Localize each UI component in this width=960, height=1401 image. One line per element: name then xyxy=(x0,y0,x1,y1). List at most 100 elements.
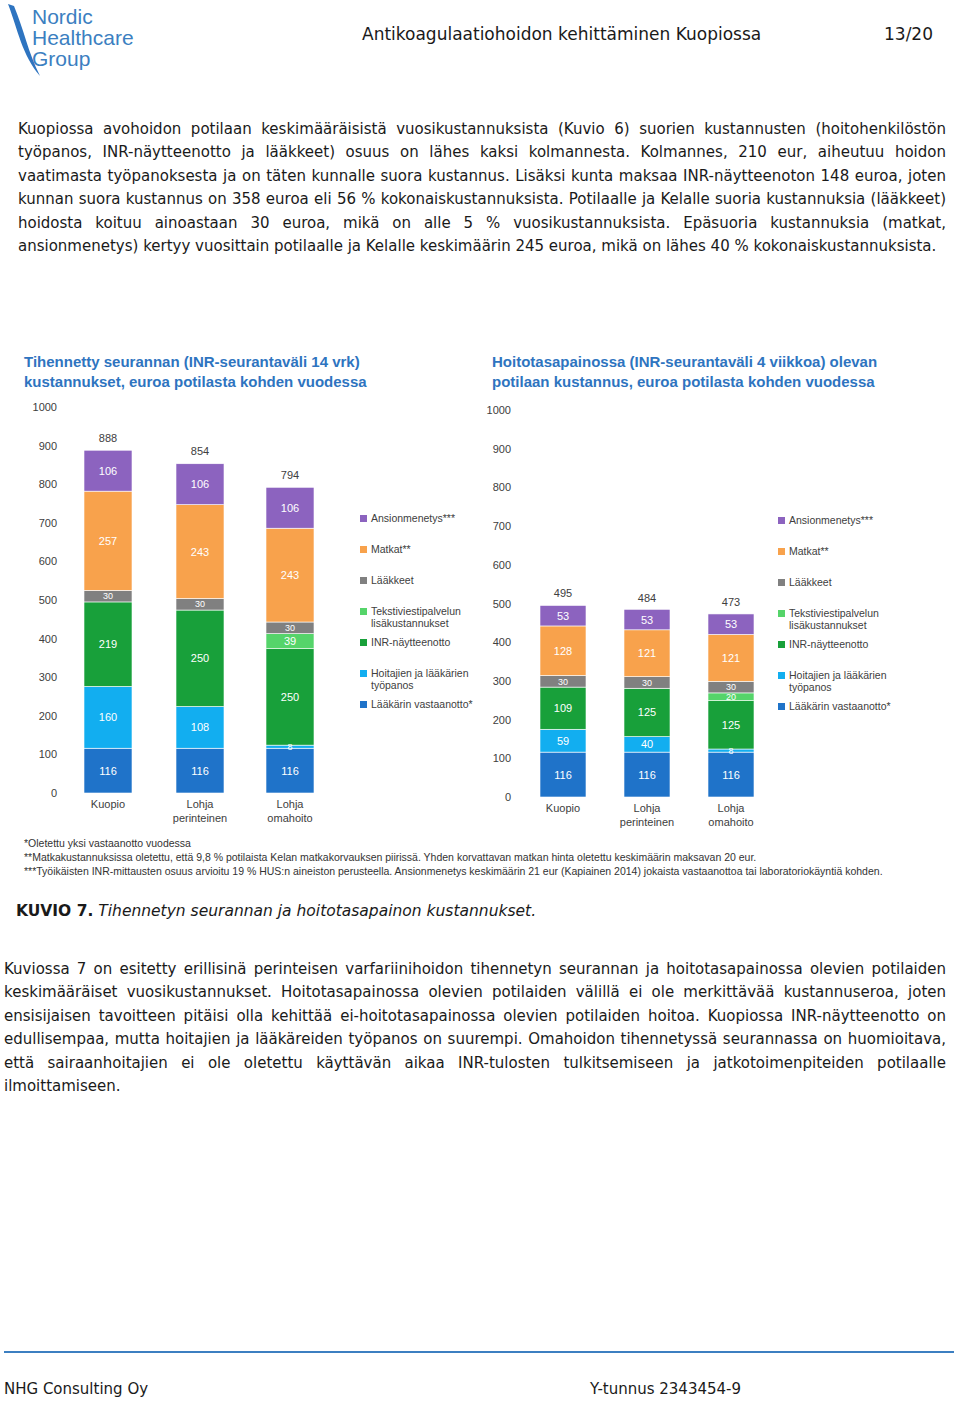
data-label: 30 xyxy=(642,678,652,688)
legend-swatch xyxy=(360,639,367,646)
bar-segment xyxy=(266,634,314,649)
x-tick-label: Kuopio xyxy=(546,802,580,814)
data-label: 250 xyxy=(191,652,209,664)
data-labels: 1161161165940810912512520303030128121121… xyxy=(554,610,740,781)
intro-paragraph: Kuopiossa avohoidon potilaan keskimääräi… xyxy=(18,118,946,258)
x-tick-label: Lohja perinteinen xyxy=(173,798,227,824)
data-label: 53 xyxy=(641,614,653,626)
x-tick-label-line: omahoito xyxy=(267,812,312,824)
legend-swatch xyxy=(360,608,367,615)
data-label: 128 xyxy=(554,645,572,657)
bars xyxy=(84,450,314,793)
legend-label-line: Tekstiviestipalvelun xyxy=(371,605,461,617)
y-tick-label: 800 xyxy=(39,478,57,490)
bar-segment xyxy=(540,729,586,752)
y-tick-label: 400 xyxy=(493,636,511,648)
data-label: 59 xyxy=(557,735,569,747)
data-label: 30 xyxy=(285,623,295,633)
bar-segment xyxy=(176,598,224,610)
y-tick-label: 300 xyxy=(39,671,57,683)
y-tick-label: 700 xyxy=(39,517,57,529)
y-tick-label: 600 xyxy=(39,555,57,567)
bar-segment xyxy=(708,752,754,797)
legend-swatch xyxy=(360,670,367,677)
legend-label: Lääkkeet xyxy=(371,574,414,586)
total-label: 495 xyxy=(554,587,572,599)
logo-text: Group xyxy=(32,47,90,70)
legend-label-line: Ansionmenetys*** xyxy=(789,514,873,526)
legend-swatch xyxy=(360,577,367,584)
data-label: 116 xyxy=(722,769,740,781)
chart-title: Tihennetty seurannan (INR-seurantaväli 1… xyxy=(24,352,404,392)
legend-swatch xyxy=(360,546,367,553)
footnote: **Matkakustannuksissa oletettu, että 9,8… xyxy=(24,850,756,864)
total-label: 484 xyxy=(638,592,656,604)
y-tick-label: 800 xyxy=(493,481,511,493)
bar-segment xyxy=(266,487,314,528)
legend-label: Tekstiviestipalvelunlisäkustannukset xyxy=(371,605,461,629)
bar-segment xyxy=(266,528,314,622)
caption-text: Tihennetyn seurannan ja hoitotasapainon … xyxy=(98,902,536,920)
legend-label-line: INR-näytteenotto xyxy=(789,638,869,650)
legend: Ansionmenetys***Matkat**LääkkeetTekstivi… xyxy=(778,514,891,712)
data-labels: 1161161161601088219250250393030302572432… xyxy=(99,465,299,777)
data-label: 116 xyxy=(99,765,117,777)
legend: Ansionmenetys*** Matkat** Lääkkeet Tekstivi… xyxy=(360,512,473,710)
footer-rule xyxy=(4,1351,954,1353)
legend-label-line: Matkat** xyxy=(789,545,829,557)
y-tick-label: 100 xyxy=(39,748,57,760)
bar-segment xyxy=(708,681,754,693)
legend-label: Ansionmenetys*** xyxy=(789,514,873,526)
y-tick-label: 600 xyxy=(493,559,511,571)
y-tick-label: 1000 xyxy=(33,401,57,413)
data-label: 39 xyxy=(284,635,296,647)
bar-segment xyxy=(624,630,670,677)
data-label: 109 xyxy=(554,702,572,714)
logo-text: Healthcare xyxy=(32,26,134,49)
data-label: 116 xyxy=(191,765,209,777)
chart-title: Hoitotasapainossa (INR-seurantaväli 4 vi… xyxy=(492,352,912,392)
footer-business-id: Y-tunnus 2343454-9 xyxy=(590,1380,741,1398)
footer-company: NHG Consulting Oy xyxy=(4,1380,148,1398)
data-label: 8 xyxy=(287,742,292,752)
total-label: 794 xyxy=(281,469,299,481)
legend-swatch xyxy=(778,517,785,524)
bar-segment xyxy=(266,748,314,793)
bar-segment xyxy=(624,752,670,797)
legend-label: Ansionmenetys*** xyxy=(371,512,455,524)
y-tick-label: 100 xyxy=(493,752,511,764)
x-tick-label: Lohja omahoito xyxy=(267,798,312,824)
caption-label: KUVIO 7. xyxy=(16,902,93,920)
bar-segment xyxy=(624,688,670,736)
bar-segment xyxy=(176,505,224,599)
legend-swatch xyxy=(360,701,367,708)
body-paragraph: Kuviossa 7 on esitetty erillisinä perint… xyxy=(4,958,946,1098)
x-tick-label-line: perinteinen xyxy=(173,812,227,824)
data-label: 121 xyxy=(722,652,740,664)
x-tick-label-line: Kuopio xyxy=(91,798,125,810)
legend-label: INR-näytteenotto xyxy=(371,636,451,648)
x-tick-label-line: Lohja xyxy=(277,798,305,810)
y-tick-label: 300 xyxy=(493,675,511,687)
x-tick-label-line: omahoito xyxy=(708,816,753,828)
data-label: 219 xyxy=(99,638,117,650)
bar-segment xyxy=(84,602,132,687)
bar-segment xyxy=(84,491,132,590)
x-tick-label-line: Lohja xyxy=(187,798,215,810)
legend-label-line: INR-näytteenotto xyxy=(371,636,451,648)
bar-segment xyxy=(176,707,224,749)
data-label: 116 xyxy=(638,769,656,781)
legend-label-line: Hoitajien ja lääkärien xyxy=(371,667,469,679)
legend-swatch xyxy=(778,672,785,679)
legend-label: Hoitajien ja lääkärientyöpanos xyxy=(371,667,469,691)
legend-label-line: Lääkkeet xyxy=(371,574,414,586)
y-tick-label: 1000 xyxy=(487,404,511,416)
chart: 0100200300400500600700800900100011611611… xyxy=(0,395,480,845)
legend-label: Matkat** xyxy=(371,543,411,555)
bar-segment xyxy=(176,610,224,707)
page: NordicHealthcareGroupAntikoagulaatiohoid… xyxy=(0,0,960,1401)
legend-label-line: lisäkustannukset xyxy=(371,617,449,629)
bar-segment xyxy=(266,649,314,746)
y-tick-label: 200 xyxy=(493,714,511,726)
bar-segment xyxy=(176,464,224,505)
